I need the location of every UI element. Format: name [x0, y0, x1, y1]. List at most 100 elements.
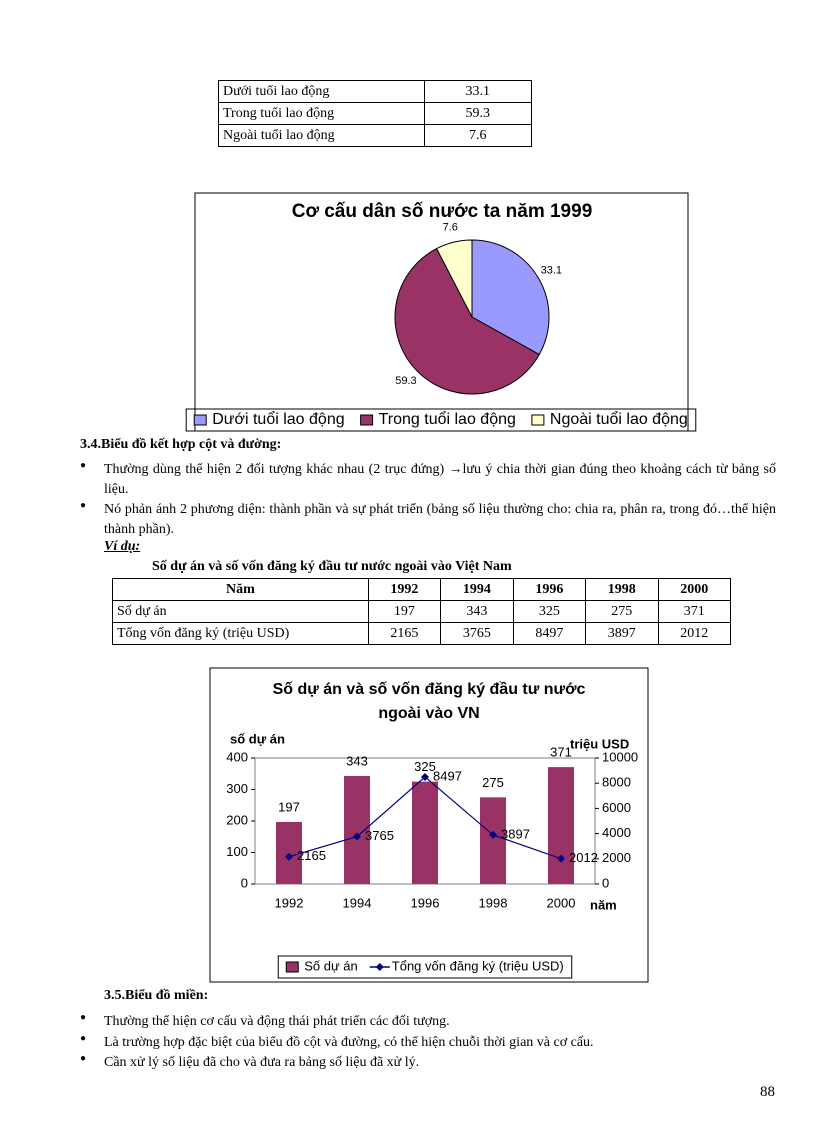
- x-tick-label: 1994: [343, 895, 372, 910]
- chart-title: Cơ cấu dân số nước ta năm 1999: [292, 201, 593, 222]
- bullet-text: Thường dùng thể hiện 2 đối tượng khác nh…: [104, 462, 776, 497]
- header-cell: 1994: [440, 578, 514, 601]
- heading: 3.4.Biểu đồ kết hợp cột và đường:: [80, 437, 282, 452]
- bullet: Cần xử lý số liệu đã cho và đưa ra bảng …: [80, 1053, 776, 1073]
- line-point: [557, 854, 565, 863]
- header-cell: 2000: [657, 578, 732, 601]
- y2-tick-label: 10000: [602, 749, 638, 764]
- table-cell: 275: [585, 600, 659, 623]
- table-cell: 7.6: [423, 124, 533, 147]
- table-caption: Số dự án và số vốn đăng ký đầu tư nước n…: [152, 559, 512, 574]
- y-tick-label: 200: [226, 812, 248, 827]
- legend-swatch: [193, 414, 207, 426]
- data-label: 275: [482, 775, 504, 790]
- bullet: Thường thể hiện cơ cấu và động thái phát…: [80, 1012, 776, 1032]
- header-cell: 1992: [367, 578, 442, 601]
- table-cell: 3765: [440, 622, 514, 645]
- bullet-text: Là trường hợp đặc biệt của biểu đồ cột v…: [104, 1035, 594, 1050]
- example-label: Ví dụ:: [104, 539, 141, 554]
- legend-swatch: [285, 961, 299, 973]
- legend-box: [277, 955, 573, 979]
- bullet: Thường dùng thể hiện 2 đối tượng khác nh…: [80, 460, 776, 500]
- table-cell: 2012: [657, 622, 732, 645]
- data-label: 59.3: [395, 375, 416, 387]
- x-tick-label: 1998: [479, 895, 508, 910]
- page-number: 88: [760, 1084, 775, 1100]
- line-point: [489, 830, 497, 839]
- y-tick-label: 400: [226, 749, 248, 764]
- y2-tick-label: 6000: [602, 800, 631, 815]
- data-label: 7.6: [443, 222, 458, 234]
- bar: [480, 797, 506, 884]
- legend-swatch: [531, 414, 545, 426]
- y-tick-label: 100: [226, 844, 248, 859]
- chart-title: Số dự án và số vốn đăng ký đầu tư nước ng…: [273, 681, 586, 722]
- table-cell: 343: [440, 600, 514, 623]
- bullet-text: Thường thể hiện cơ cấu và động thái phát…: [104, 1014, 450, 1029]
- x-tick-label: 1996: [411, 895, 440, 910]
- y2-axis-label: triệu USD: [570, 736, 629, 751]
- legend-swatch: [375, 963, 384, 971]
- legend-box: [185, 408, 697, 432]
- table: Dưới tuổi lao động 33.1 Trong tuổi lao độn…: [218, 80, 533, 147]
- bar: [548, 767, 574, 884]
- x-axis-label: năm: [590, 897, 617, 912]
- data-label: 325: [414, 759, 436, 774]
- bullet: Nó phản ánh 2 phương diện: thành phần và…: [80, 500, 776, 540]
- y-tick-label: 300: [226, 781, 248, 796]
- heading: 3.5.Biểu đồ miền:: [104, 988, 209, 1003]
- table: Năm 1992 1994 1996 1998 2000 Số dự án 197 343 325…: [112, 578, 732, 645]
- bullet: Là trường hợp đặc biệt của biểu đồ cột v…: [80, 1033, 776, 1053]
- table-cell: 371: [657, 600, 732, 623]
- table-row: Ngoài tuổi lao động 7.6: [218, 124, 533, 147]
- data-label: 3897: [501, 826, 530, 841]
- data-label: 33.1: [541, 264, 562, 276]
- data-label: 343: [346, 753, 368, 768]
- y-tick-label: 0: [241, 875, 248, 890]
- table-cell: Ngoài tuổi lao động: [218, 124, 425, 147]
- table-cell: 8497: [512, 622, 587, 645]
- data-label: 8497: [433, 768, 462, 783]
- pie-slice: [394, 247, 540, 395]
- legend-label: Dưới tuổi lao động: [212, 410, 344, 428]
- table-cell: 197: [367, 600, 442, 623]
- line-point: [285, 852, 293, 861]
- header-cell: 1998: [585, 578, 659, 601]
- legend-label: Số dự án: [304, 958, 358, 973]
- table-cell: 3897: [585, 622, 659, 645]
- bullet-text: Cần xử lý số liệu đã cho và đưa ra bảng …: [104, 1055, 420, 1070]
- bullet-text: Nó phản ánh 2 phương diện: thành phần và…: [104, 502, 776, 537]
- legend-swatch: [360, 414, 374, 426]
- legend-label: Tổng vốn đăng ký (triệu USD): [392, 958, 564, 973]
- data-label: 371: [550, 745, 572, 760]
- pie-slice: [435, 239, 473, 318]
- header-cell: Năm: [112, 578, 369, 601]
- data-label: 197: [278, 799, 300, 814]
- data-label: 2165: [297, 848, 326, 863]
- data-label: 3765: [365, 828, 394, 843]
- header-cell: 1996: [512, 578, 587, 601]
- legend-label: Ngoài tuổi lao động: [550, 410, 688, 428]
- data-label: 2012: [569, 850, 598, 865]
- y2-tick-label: 4000: [602, 825, 631, 840]
- pie-slice: [471, 239, 550, 356]
- table-cell: 2165: [367, 622, 442, 645]
- line-point: [421, 772, 429, 781]
- table-row: Số dự án 197 343 325 275 371: [112, 600, 732, 623]
- y-axis-label: số dự án: [230, 731, 285, 746]
- table-cell: Tổng vốn đăng ký (triệu USD): [112, 622, 369, 645]
- table-header: Năm 1992 1994 1996 1998 2000: [112, 578, 732, 601]
- legend-label: Trong tuổi lao động: [379, 410, 516, 428]
- table-row: Tổng vốn đăng ký (triệu USD) 2165 3765 8497…: [112, 622, 732, 645]
- y2-tick-label: 2000: [602, 850, 631, 865]
- bar: [344, 775, 370, 884]
- y2-tick-label: 8000: [602, 775, 631, 790]
- line-point: [353, 832, 361, 841]
- bar: [412, 781, 438, 884]
- table-cell: Số dự án: [112, 600, 369, 623]
- x-tick-label: 2000: [547, 895, 576, 910]
- y2-tick-label: 0: [602, 875, 609, 890]
- table-cell: 325: [512, 600, 587, 623]
